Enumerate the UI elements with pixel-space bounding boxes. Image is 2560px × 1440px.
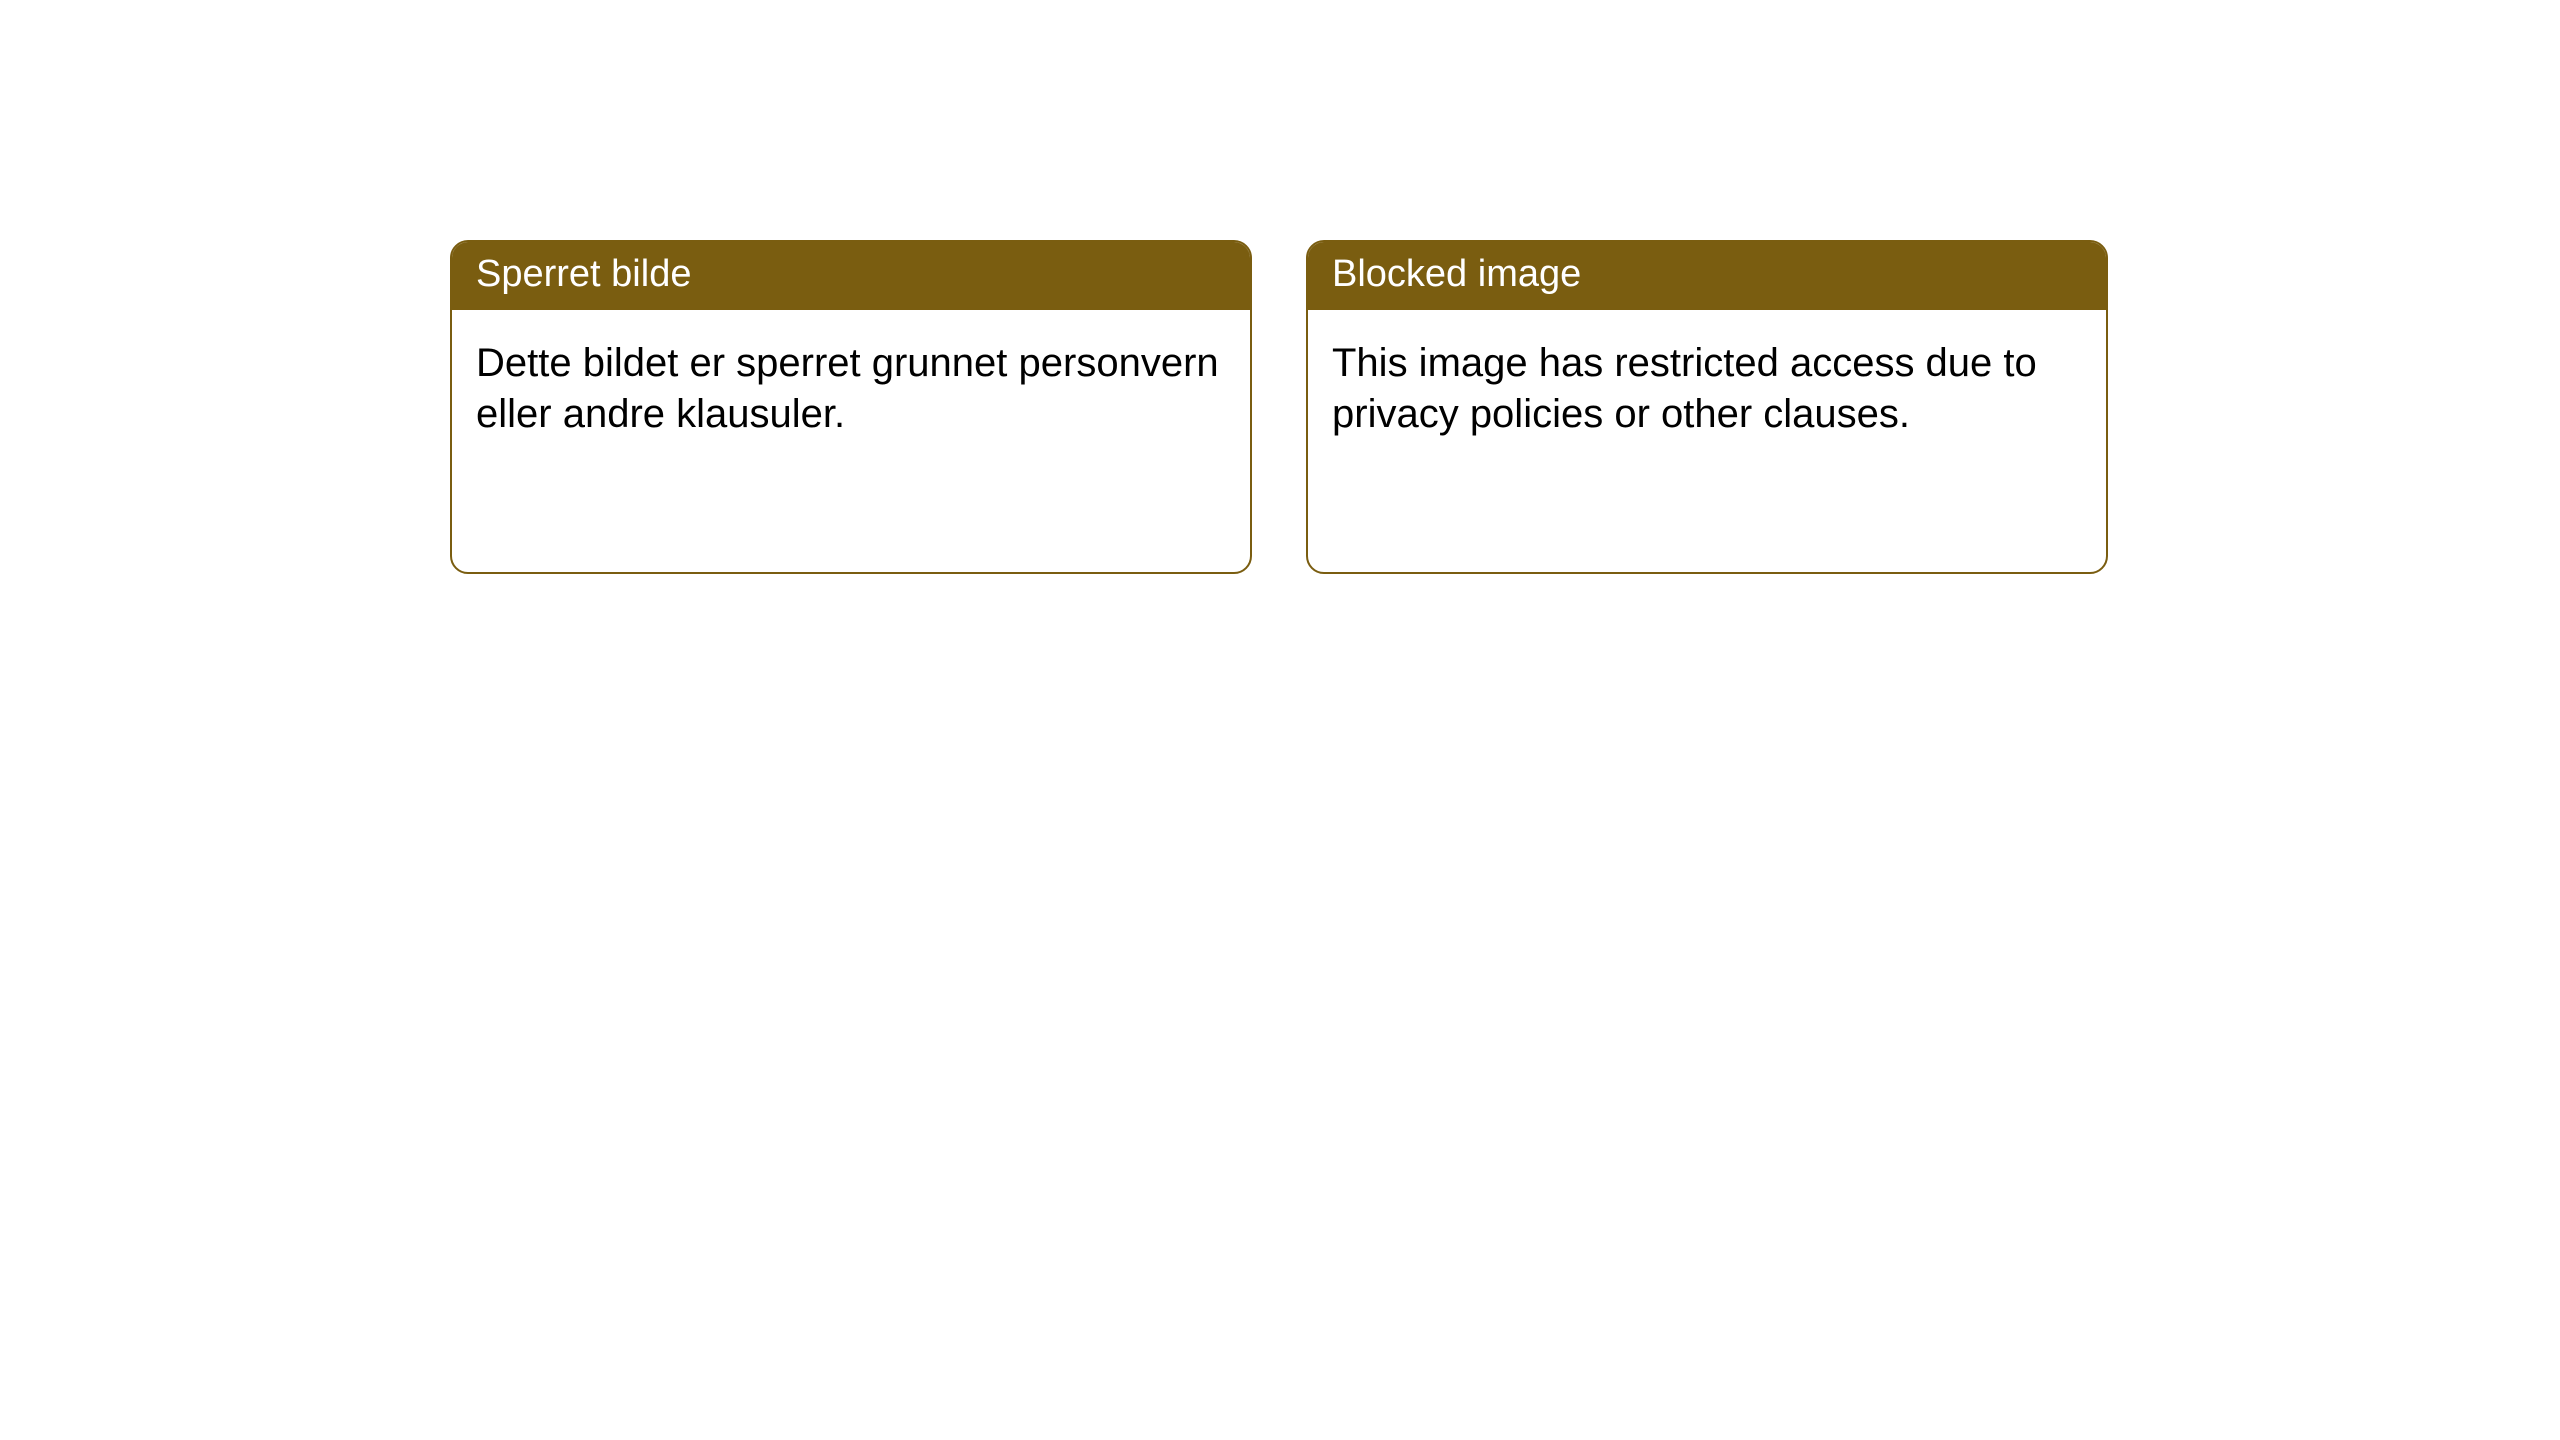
notice-title-en: Blocked image — [1308, 242, 2106, 310]
notice-body-no: Dette bildet er sperret grunnet personve… — [452, 310, 1250, 468]
notice-title-no: Sperret bilde — [452, 242, 1250, 310]
notice-card-norwegian: Sperret bilde Dette bildet er sperret gr… — [450, 240, 1252, 574]
notice-container: Sperret bilde Dette bildet er sperret gr… — [450, 240, 2108, 574]
notice-body-en: This image has restricted access due to … — [1308, 310, 2106, 468]
notice-card-english: Blocked image This image has restricted … — [1306, 240, 2108, 574]
